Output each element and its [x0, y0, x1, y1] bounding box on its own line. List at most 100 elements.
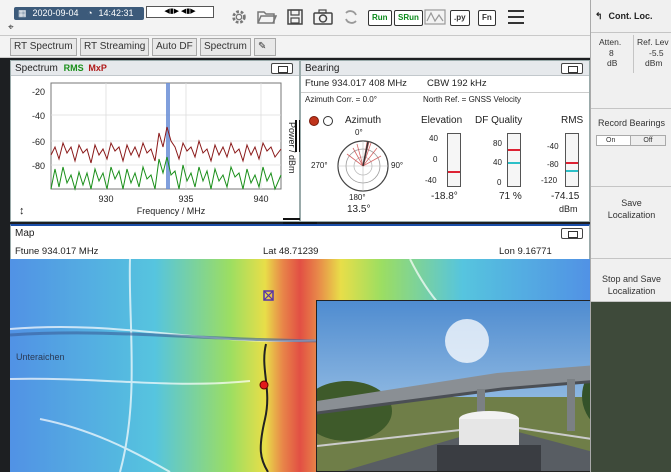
record-bearings-toggle[interactable]: On Off [596, 135, 666, 146]
y-tick-2: -40 [32, 111, 45, 121]
stop-save-line1: Stop and Save [601, 274, 662, 284]
idle-indicator-icon [323, 116, 333, 126]
df-quality-value: 71 % [499, 191, 522, 202]
legend-mxp: MxP [88, 63, 107, 73]
map-place-label: Unteraichen [16, 352, 65, 362]
resize-arrow-icon[interactable]: ↕ [19, 205, 25, 217]
tab-rt-streaming[interactable]: RT Streaming [80, 38, 150, 56]
bearing-panel: Bearing Ftune 934.017 408 MHz CBW 192 kH… [300, 60, 590, 222]
datetime-display: ▦ 2020-09-04 ◔ 14:42:31 [14, 7, 144, 20]
toggle-off[interactable]: Off [630, 136, 665, 145]
map-lat: Lat 48.71239 [263, 246, 319, 257]
python-script-button[interactable]: .py [450, 10, 470, 26]
pane-background [591, 302, 671, 472]
rms-gauge [565, 133, 579, 187]
maximize-map-button[interactable] [561, 228, 583, 239]
tab-auto-df[interactable]: Auto DF [152, 38, 197, 56]
function-button[interactable]: Fn [478, 10, 496, 26]
elevation-value: -18.8° [431, 191, 458, 202]
map-lon: Lon 9.16771 [499, 246, 552, 257]
atten-value[interactable]: 8 [609, 48, 614, 58]
status-indicator: ◀▮▶ ◀▮▶ [146, 6, 214, 18]
map-ftune: Ftune 934.017 MHz [15, 246, 99, 257]
stop-save-localization-button[interactable]: Stop and Save Localization [591, 258, 671, 302]
maximize-spectrum-button[interactable] [271, 63, 293, 74]
rms-unit: dBm [559, 204, 578, 214]
bearing-ftune: Ftune 934.017 408 MHz [305, 78, 407, 89]
run-button[interactable]: Run [368, 10, 392, 26]
camera-icon[interactable] [312, 6, 334, 28]
top-toolbar: ▦ 2020-09-04 ◔ 14:42:31 ◀▮▶ ◀▮▶ ⌖ Run SRun… [0, 0, 590, 36]
dfq-tick-3: 0 [497, 178, 502, 187]
north-reference: North Ref. = GNSS Velocity [423, 95, 522, 104]
ref-level-label: Ref. Lev [637, 37, 669, 47]
elev-tick-2: 0 [433, 155, 438, 164]
maximize-bearing-button[interactable] [561, 63, 583, 74]
atten-label: Atten. [599, 37, 622, 47]
save-localization-line2: Localization [607, 210, 656, 220]
df-quality-label: DF Quality [475, 115, 523, 126]
folder-open-icon[interactable] [256, 6, 278, 28]
rms-value: -74.15 [551, 191, 580, 202]
x-tick-1: 930 [98, 194, 113, 204]
edit-icon[interactable]: ✎ [254, 38, 276, 56]
rms-label: RMS [561, 115, 584, 126]
menu-icon[interactable] [506, 6, 528, 28]
waveform-icon[interactable] [424, 6, 446, 28]
rms-tick-2: -80 [547, 160, 559, 169]
ref-level-value[interactable]: -5.5 [649, 48, 664, 58]
df-quality-gauge [507, 133, 521, 187]
record-indicator-icon [309, 116, 319, 126]
toggle-on[interactable]: On [606, 137, 616, 144]
rms-tick-3: -120 [541, 176, 558, 185]
x-tick-2: 935 [178, 194, 193, 204]
date-text: 2020-09-04 [32, 8, 79, 18]
elev-tick-1: 40 [429, 134, 438, 143]
rms-tick-1: -40 [547, 142, 559, 151]
y-tick-4: -80 [32, 161, 45, 171]
elevation-gauge [447, 133, 461, 187]
spectrum-title: Spectrum [15, 63, 58, 74]
compass-90: 90° [391, 161, 404, 170]
location-pin-icon: ⌖ [8, 22, 14, 33]
map-header: Map [11, 226, 589, 241]
time-text: 14:42:31 [98, 8, 134, 18]
save-localization-button[interactable]: Save Localization [591, 186, 671, 230]
spectrum-panel: Spectrum RMS MxP -20 -40 -60 -80 930 935… [10, 60, 300, 222]
compass-180: 180° [349, 193, 366, 202]
azimuth-value: 13.5° [347, 204, 371, 215]
azimuth-label: Azimuth [345, 115, 382, 126]
map-title: Map [15, 228, 35, 239]
level-settings: Atten. 8 dB Ref. Lev -5.5 dBm [591, 32, 671, 74]
gear-icon[interactable] [228, 6, 250, 28]
x-axis-label: Frequency / MHz [137, 206, 206, 216]
compass-270: 270° [311, 161, 328, 170]
srun-button[interactable]: SRun [394, 10, 423, 26]
dfq-tick-1: 80 [493, 139, 502, 148]
legend-rms: RMS [63, 63, 84, 73]
ref-level-unit: dBm [645, 58, 663, 68]
map-panel: Map Ftune 934.017 MHz Lat 48.71239 Lon 9… [10, 224, 590, 260]
atten-unit: dB [607, 58, 618, 68]
azimuth-correction: Azimuth Corr. = 0.0° [305, 95, 377, 104]
cont-loc-header: ↰ Cont. Loc. [591, 0, 671, 32]
stop-save-line2: Localization [607, 286, 656, 296]
compass-0: 0° [355, 128, 363, 137]
view-tabs: RT Spectrum RT Streaming Auto DF Spectru… [0, 36, 590, 58]
spectrum-plot: -20 -40 -60 -80 930 935 940 Frequency / … [19, 82, 297, 217]
save-localization-line1: Save [621, 198, 642, 208]
tab-rt-spectrum[interactable]: RT Spectrum [10, 38, 77, 56]
back-arrow-icon[interactable]: ↰ [595, 11, 603, 21]
dfq-tick-2: 40 [493, 158, 502, 167]
right-control-pane: ↰ Cont. Loc. Atten. 8 dB Ref. Lev -5.5 dB… [590, 0, 671, 472]
tab-spectrum[interactable]: Spectrum [200, 38, 251, 56]
record-bearings-label: Record Bearings [597, 118, 666, 128]
bearing-cbw: CBW 192 kHz [427, 78, 487, 89]
clock-icon: ◔ [87, 8, 93, 18]
calendar-icon: ▦ [18, 8, 27, 18]
x-tick-3: 940 [253, 194, 268, 204]
save-icon[interactable] [284, 6, 306, 28]
refresh-icon[interactable] [340, 6, 362, 28]
bearing-header: Bearing [301, 61, 589, 76]
record-bearings-control: Record Bearings On Off [591, 108, 671, 160]
